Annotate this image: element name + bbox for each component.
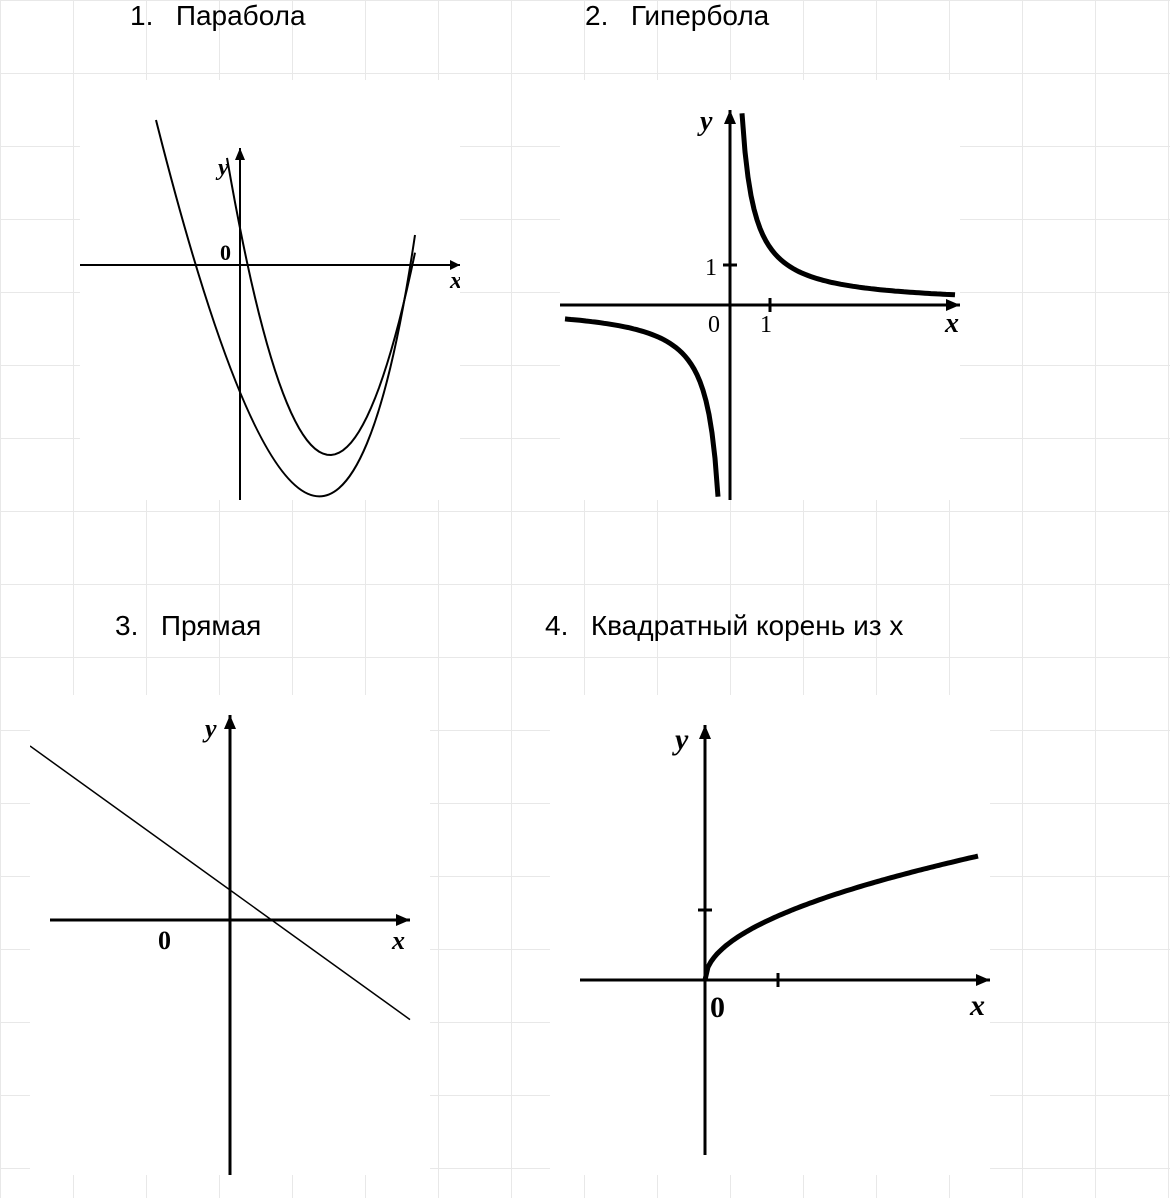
cell-line: 3. Прямая [115,610,261,642]
cell-hyperbola: 2. Гипербола [585,0,769,32]
y-label-4: y [672,723,689,756]
y-label-3: y [202,714,217,743]
chart-parabola: y x 0 [80,80,460,500]
origin-label-1: 0 [220,240,231,265]
title-number-4: 4. [545,610,568,641]
x-label-4: x [969,989,985,1022]
tick-1y: 1 [705,255,717,281]
y-label-2: y [697,106,713,137]
page: 1. Парабола y x 0 2. Гипербола [0,0,1170,1198]
title-number-2: 2. [585,0,608,31]
title-2: Гипербола [631,0,769,31]
x-label-1: x [449,268,460,294]
cell-parabola: 1. Парабола [130,0,306,32]
title-number-1: 1. [130,0,153,31]
origin-label-4: 0 [710,991,725,1024]
title-1: Парабола [176,0,306,31]
title-number-3: 3. [115,610,138,641]
x-label-2: x [944,308,959,339]
title-3: Прямая [161,610,262,641]
cell-sqrt: 4. Квадратный корень из x [545,610,903,642]
chart-hyperbola: y x 0 1 1 [560,80,960,500]
origin-label-2: 0 [708,312,720,338]
title-4: Квадратный корень из x [591,610,904,641]
x-label-3: x [391,926,405,955]
origin-label-3: 0 [158,926,171,955]
chart-sqrt: y x 0 [550,695,990,1175]
chart-line: y x 0 [30,695,430,1175]
tick-1x: 1 [760,312,772,338]
